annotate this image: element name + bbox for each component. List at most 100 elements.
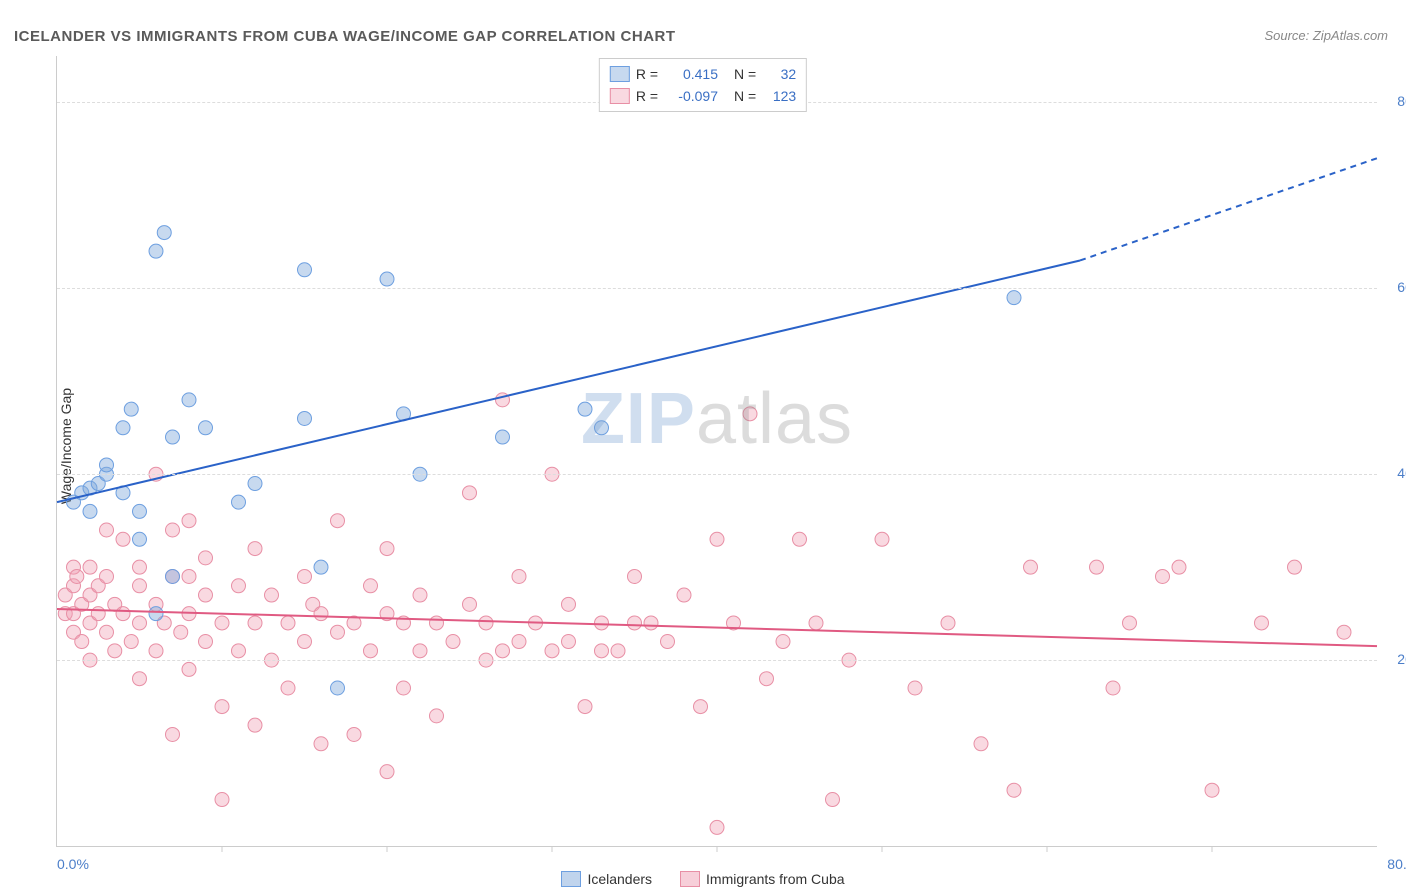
data-point <box>380 272 394 286</box>
gridline-h <box>57 660 1377 661</box>
data-point <box>380 542 394 556</box>
data-point <box>215 616 229 630</box>
data-point <box>133 672 147 686</box>
data-point <box>496 430 510 444</box>
series-legend: Icelanders Immigrants from Cuba <box>0 871 1406 890</box>
data-point <box>1007 291 1021 305</box>
data-point <box>331 681 345 695</box>
data-point <box>1007 783 1021 797</box>
data-point <box>380 765 394 779</box>
data-point <box>133 504 147 518</box>
data-point <box>512 569 526 583</box>
data-point <box>1255 616 1269 630</box>
legend-r-value: -0.097 <box>664 85 718 107</box>
data-point <box>124 635 138 649</box>
data-point <box>182 514 196 528</box>
data-point <box>413 588 427 602</box>
legend-bottom-item: Icelanders <box>561 871 652 887</box>
data-point <box>91 607 105 621</box>
data-point <box>298 635 312 649</box>
legend-series-label: Icelanders <box>587 871 652 887</box>
data-point <box>248 542 262 556</box>
data-point <box>100 625 114 639</box>
data-point <box>331 625 345 639</box>
gridline-h <box>57 474 1377 475</box>
data-point <box>545 644 559 658</box>
data-point <box>1156 569 1170 583</box>
data-point <box>446 635 460 649</box>
data-point <box>182 662 196 676</box>
data-point <box>496 644 510 658</box>
y-tick-label: 60.0% <box>1397 279 1406 295</box>
correlation-legend: R = 0.415 N = 32 R = -0.097 N = 123 <box>599 58 807 112</box>
data-point <box>760 672 774 686</box>
data-point <box>710 820 724 834</box>
data-point <box>232 579 246 593</box>
data-point <box>413 644 427 658</box>
data-point <box>215 700 229 714</box>
legend-bottom-item: Immigrants from Cuba <box>680 871 844 887</box>
data-point <box>314 737 328 751</box>
x-tick-label-left: 0.0% <box>57 856 89 872</box>
legend-n-label: N = <box>734 85 756 107</box>
data-point <box>628 569 642 583</box>
data-point <box>232 644 246 658</box>
data-point <box>710 532 724 546</box>
trend-line-extrap <box>1080 158 1377 260</box>
data-point <box>124 402 138 416</box>
data-point <box>595 421 609 435</box>
data-point <box>826 793 840 807</box>
data-point <box>149 644 163 658</box>
data-point <box>182 393 196 407</box>
data-point <box>908 681 922 695</box>
legend-series-label: Immigrants from Cuba <box>706 871 844 887</box>
data-point <box>281 681 295 695</box>
data-point <box>314 560 328 574</box>
data-point <box>875 532 889 546</box>
data-point <box>314 607 328 621</box>
data-point <box>512 635 526 649</box>
data-point <box>182 569 196 583</box>
y-tick-label: 20.0% <box>1397 651 1406 667</box>
legend-row: R = -0.097 N = 123 <box>610 85 796 107</box>
data-point <box>298 411 312 425</box>
data-point <box>347 727 361 741</box>
data-point <box>611 644 625 658</box>
data-point <box>116 607 130 621</box>
legend-n-value: 123 <box>762 85 796 107</box>
data-point <box>578 402 592 416</box>
legend-swatch <box>610 66 630 82</box>
data-point <box>281 616 295 630</box>
data-point <box>1024 560 1038 574</box>
chart-container: ICELANDER VS IMMIGRANTS FROM CUBA WAGE/I… <box>0 0 1406 892</box>
data-point <box>199 551 213 565</box>
data-point <box>562 597 576 611</box>
plot-area: ZIPatlas 20.0%40.0%60.0%80.0%0.0%80.0% <box>56 56 1377 847</box>
data-point <box>364 644 378 658</box>
data-point <box>397 681 411 695</box>
data-point <box>232 495 246 509</box>
data-point <box>463 486 477 500</box>
data-point <box>1106 681 1120 695</box>
data-point <box>199 421 213 435</box>
scatter-svg <box>57 56 1377 846</box>
gridline-h <box>57 288 1377 289</box>
data-point <box>248 718 262 732</box>
data-point <box>479 616 493 630</box>
data-point <box>430 616 444 630</box>
data-point <box>166 430 180 444</box>
y-tick-label: 80.0% <box>1397 93 1406 109</box>
data-point <box>1288 560 1302 574</box>
data-point <box>83 560 97 574</box>
data-point <box>116 421 130 435</box>
data-point <box>1172 560 1186 574</box>
data-point <box>199 588 213 602</box>
data-point <box>83 504 97 518</box>
data-point <box>974 737 988 751</box>
data-point <box>1337 625 1351 639</box>
legend-n-value: 32 <box>762 63 796 85</box>
data-point <box>265 588 279 602</box>
data-point <box>677 588 691 602</box>
data-point <box>1205 783 1219 797</box>
data-point <box>562 635 576 649</box>
